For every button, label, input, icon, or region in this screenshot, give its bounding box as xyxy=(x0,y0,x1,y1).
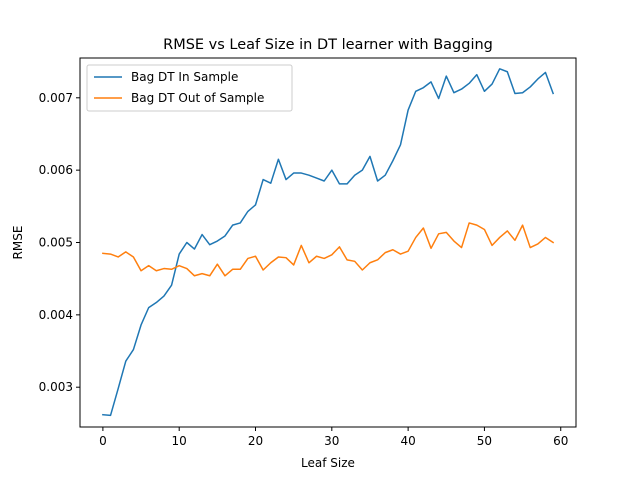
x-axis-label: Leaf Size xyxy=(301,456,355,470)
series-line-in-sample xyxy=(102,68,555,417)
legend-label: Bag DT Out of Sample xyxy=(131,91,264,105)
x-axis-ticks: 0 10 20 30 40 50 60 xyxy=(99,427,568,448)
y-tick-label: 0.005 xyxy=(39,236,73,250)
y-tick-label: 0.007 xyxy=(39,91,73,105)
x-tick-label: 10 xyxy=(172,434,187,448)
x-tick-label: 40 xyxy=(400,434,415,448)
x-tick-label: 0 xyxy=(99,434,107,448)
x-tick-label: 20 xyxy=(248,434,263,448)
y-tick-label: 0.006 xyxy=(39,163,73,177)
series-line-out-of-sample xyxy=(102,222,555,277)
x-tick-label: 60 xyxy=(553,434,568,448)
plot-area-frame xyxy=(79,57,577,428)
y-tick-label: 0.004 xyxy=(39,308,73,322)
x-tick-label: 50 xyxy=(477,434,492,448)
y-axis-label: RMSE xyxy=(11,226,25,260)
y-axis-ticks: 0.003 0.004 0.005 0.006 0.007 xyxy=(39,91,80,394)
series-lines xyxy=(102,68,555,417)
y-tick-label: 0.003 xyxy=(39,380,73,394)
x-tick-label: 30 xyxy=(324,434,339,448)
chart-title: RMSE vs Leaf Size in DT learner with Bag… xyxy=(163,37,493,53)
legend: Bag DT In Sample Bag DT Out of Sample xyxy=(86,64,293,112)
legend-label: Bag DT In Sample xyxy=(131,70,238,84)
legend-box xyxy=(86,64,293,112)
